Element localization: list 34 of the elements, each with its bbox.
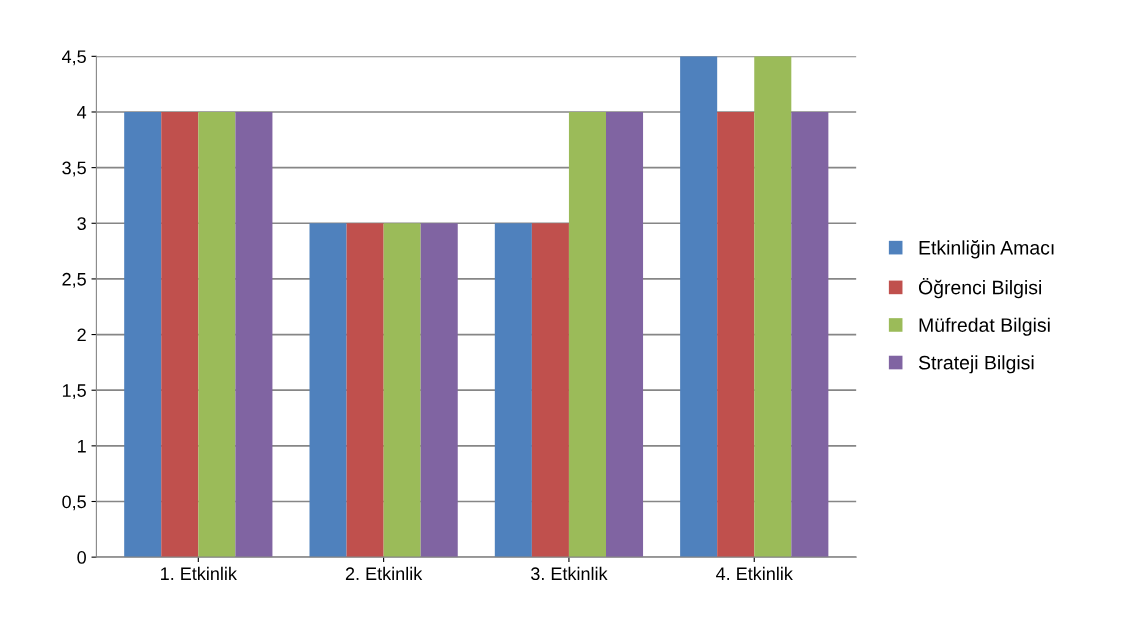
y-tick-label: 3 <box>77 217 86 230</box>
x-tick-label: 1. Etkinlik <box>161 566 237 581</box>
x-tick-label: 4. Etkinlik <box>716 566 793 581</box>
bar <box>680 56 718 558</box>
legend-label: Strateji Bilgisi <box>918 355 1034 374</box>
bar <box>754 56 792 558</box>
legend-label: Öğrenci Bilgisi <box>918 277 1041 299</box>
y-tick-label: 4,5 <box>61 50 86 66</box>
x-tick-label: 2. Etkinlik <box>345 566 423 581</box>
bar <box>791 111 829 558</box>
y-tick-label: 1,5 <box>62 384 86 400</box>
bar <box>235 111 273 558</box>
bar <box>161 111 199 558</box>
bar <box>494 223 532 558</box>
y-tick-label: 4 <box>77 106 87 119</box>
y-tick-label: 1 <box>78 439 86 453</box>
bar <box>383 223 421 558</box>
bar <box>420 223 458 558</box>
bar <box>198 111 236 558</box>
legend-label: Etkinliğin Amacı <box>919 240 1054 259</box>
bar <box>309 223 347 558</box>
legend-label: Müfredat Bilgisi <box>919 317 1050 336</box>
y-tick-label: 3,5 <box>62 161 86 177</box>
bar <box>606 111 644 558</box>
y-tick-label: 2,5 <box>62 272 86 288</box>
bar <box>124 111 162 558</box>
bar <box>568 111 606 558</box>
y-tick-label: 0 <box>77 551 86 564</box>
bar <box>531 223 569 558</box>
x-tick-label: 3. Etkinlik <box>530 566 608 581</box>
bar <box>717 111 755 558</box>
bar <box>346 223 384 558</box>
y-tick-label: 2 <box>77 328 86 342</box>
y-tick-label: 0,5 <box>62 495 86 511</box>
